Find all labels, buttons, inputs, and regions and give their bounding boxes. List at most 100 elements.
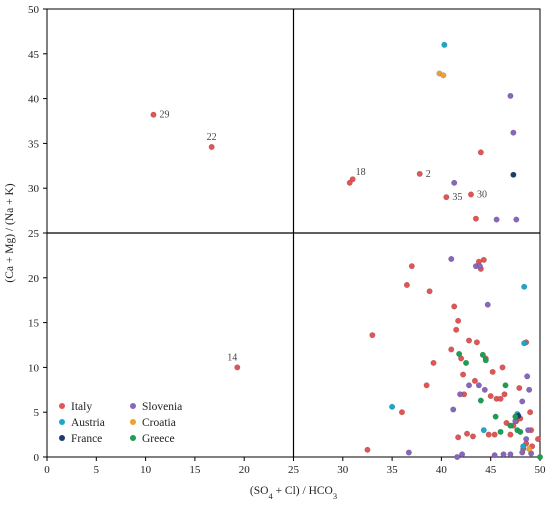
data-point [450,406,457,413]
x-tick-label: 40 [436,464,448,476]
data-point [500,451,507,458]
data-point [507,431,514,438]
data-point [526,445,533,452]
series-croatia [436,70,533,452]
data-point [234,364,241,371]
x-tick-label: 25 [288,464,300,476]
y-tick-label: 30 [28,183,40,195]
point-label: 29 [159,110,169,121]
data-point [426,288,433,295]
y-tick-label: 35 [28,138,40,150]
data-point [526,386,533,393]
x-tick-label: 0 [44,464,50,476]
legend-item-italy: Italy [59,401,92,413]
data-point [535,436,542,443]
data-point [150,111,157,118]
data-point [491,431,498,438]
data-point [512,413,519,420]
y-tick-label: 10 [28,362,40,374]
data-point [484,301,491,308]
point-label: 18 [356,167,366,178]
data-point [364,446,371,453]
data-point [499,364,506,371]
data-point [507,92,514,99]
data-point [493,216,500,223]
data-point [479,351,486,358]
legend-swatch [130,435,136,441]
data-point [476,263,483,270]
data-point [454,454,461,461]
y-tick-label: 45 [28,49,40,61]
data-point [513,216,520,223]
data-point [497,428,504,435]
data-point [463,359,470,366]
y-tick-label: 50 [28,4,40,16]
y-tick-label: 20 [28,273,40,285]
data-point [451,179,458,186]
data-point [503,419,510,426]
legend-item-croatia: Croatia [130,417,176,429]
x-tick-label: 5 [94,464,100,476]
legend-label: France [71,433,102,445]
axis-ticks: 0 5 10 15 20 25 30 35 40 45 50 0 5 10 15 20 25 30 35 40 45 50 [28,4,546,476]
data-point [471,377,478,384]
data-point [501,391,508,398]
series-italy [150,111,542,453]
data-point [451,303,458,310]
x-tick-label: 10 [140,464,152,476]
data-point [430,359,437,366]
data-point [398,409,405,416]
data-point [510,129,517,136]
data-point [455,434,462,441]
data-point [487,393,494,400]
x-tick-label: 30 [337,464,349,476]
legend-label: Austria [71,417,105,429]
data-point [464,430,471,437]
x-tick-label: 15 [189,464,201,476]
data-point [349,176,356,183]
legend-label: Croatia [142,417,176,429]
legend-swatch [59,403,65,409]
data-point [525,427,532,434]
data-point [507,422,514,429]
legend-label: Italy [71,401,92,413]
data-point [521,283,528,290]
legend-swatch [59,435,65,441]
data-point [208,143,215,150]
data-point [520,443,527,450]
legend-item-france: France [59,433,102,445]
data-point [466,382,473,389]
data-point [507,451,514,458]
legend-swatch [130,403,136,409]
data-point [469,433,476,440]
series-slovenia [405,92,535,461]
point-label: 2 [426,169,431,180]
data-point [440,72,447,79]
data-point [467,191,474,198]
point-label: 22 [207,132,217,143]
data-point [481,386,488,393]
data-point [519,449,526,456]
data-point [416,170,423,177]
series-greece [456,350,544,461]
data-point [423,382,430,389]
data-point [480,427,487,434]
data-point [502,382,509,389]
data-point [456,350,463,357]
y-tick-label: 5 [34,407,40,419]
legend-label: Slovenia [142,401,182,413]
data-point [524,373,531,380]
data-point [459,451,466,458]
data-point [448,255,455,262]
y-tick-label: 40 [28,94,40,106]
data-point [473,339,480,346]
data-point [510,171,517,178]
data-point [389,403,396,410]
data-point [403,281,410,288]
quadrant-dividers [47,9,540,457]
data-point [517,428,524,435]
data-point [453,326,460,333]
data-point [497,395,504,402]
y-tick-label: 0 [34,452,40,464]
data-point [448,346,455,353]
